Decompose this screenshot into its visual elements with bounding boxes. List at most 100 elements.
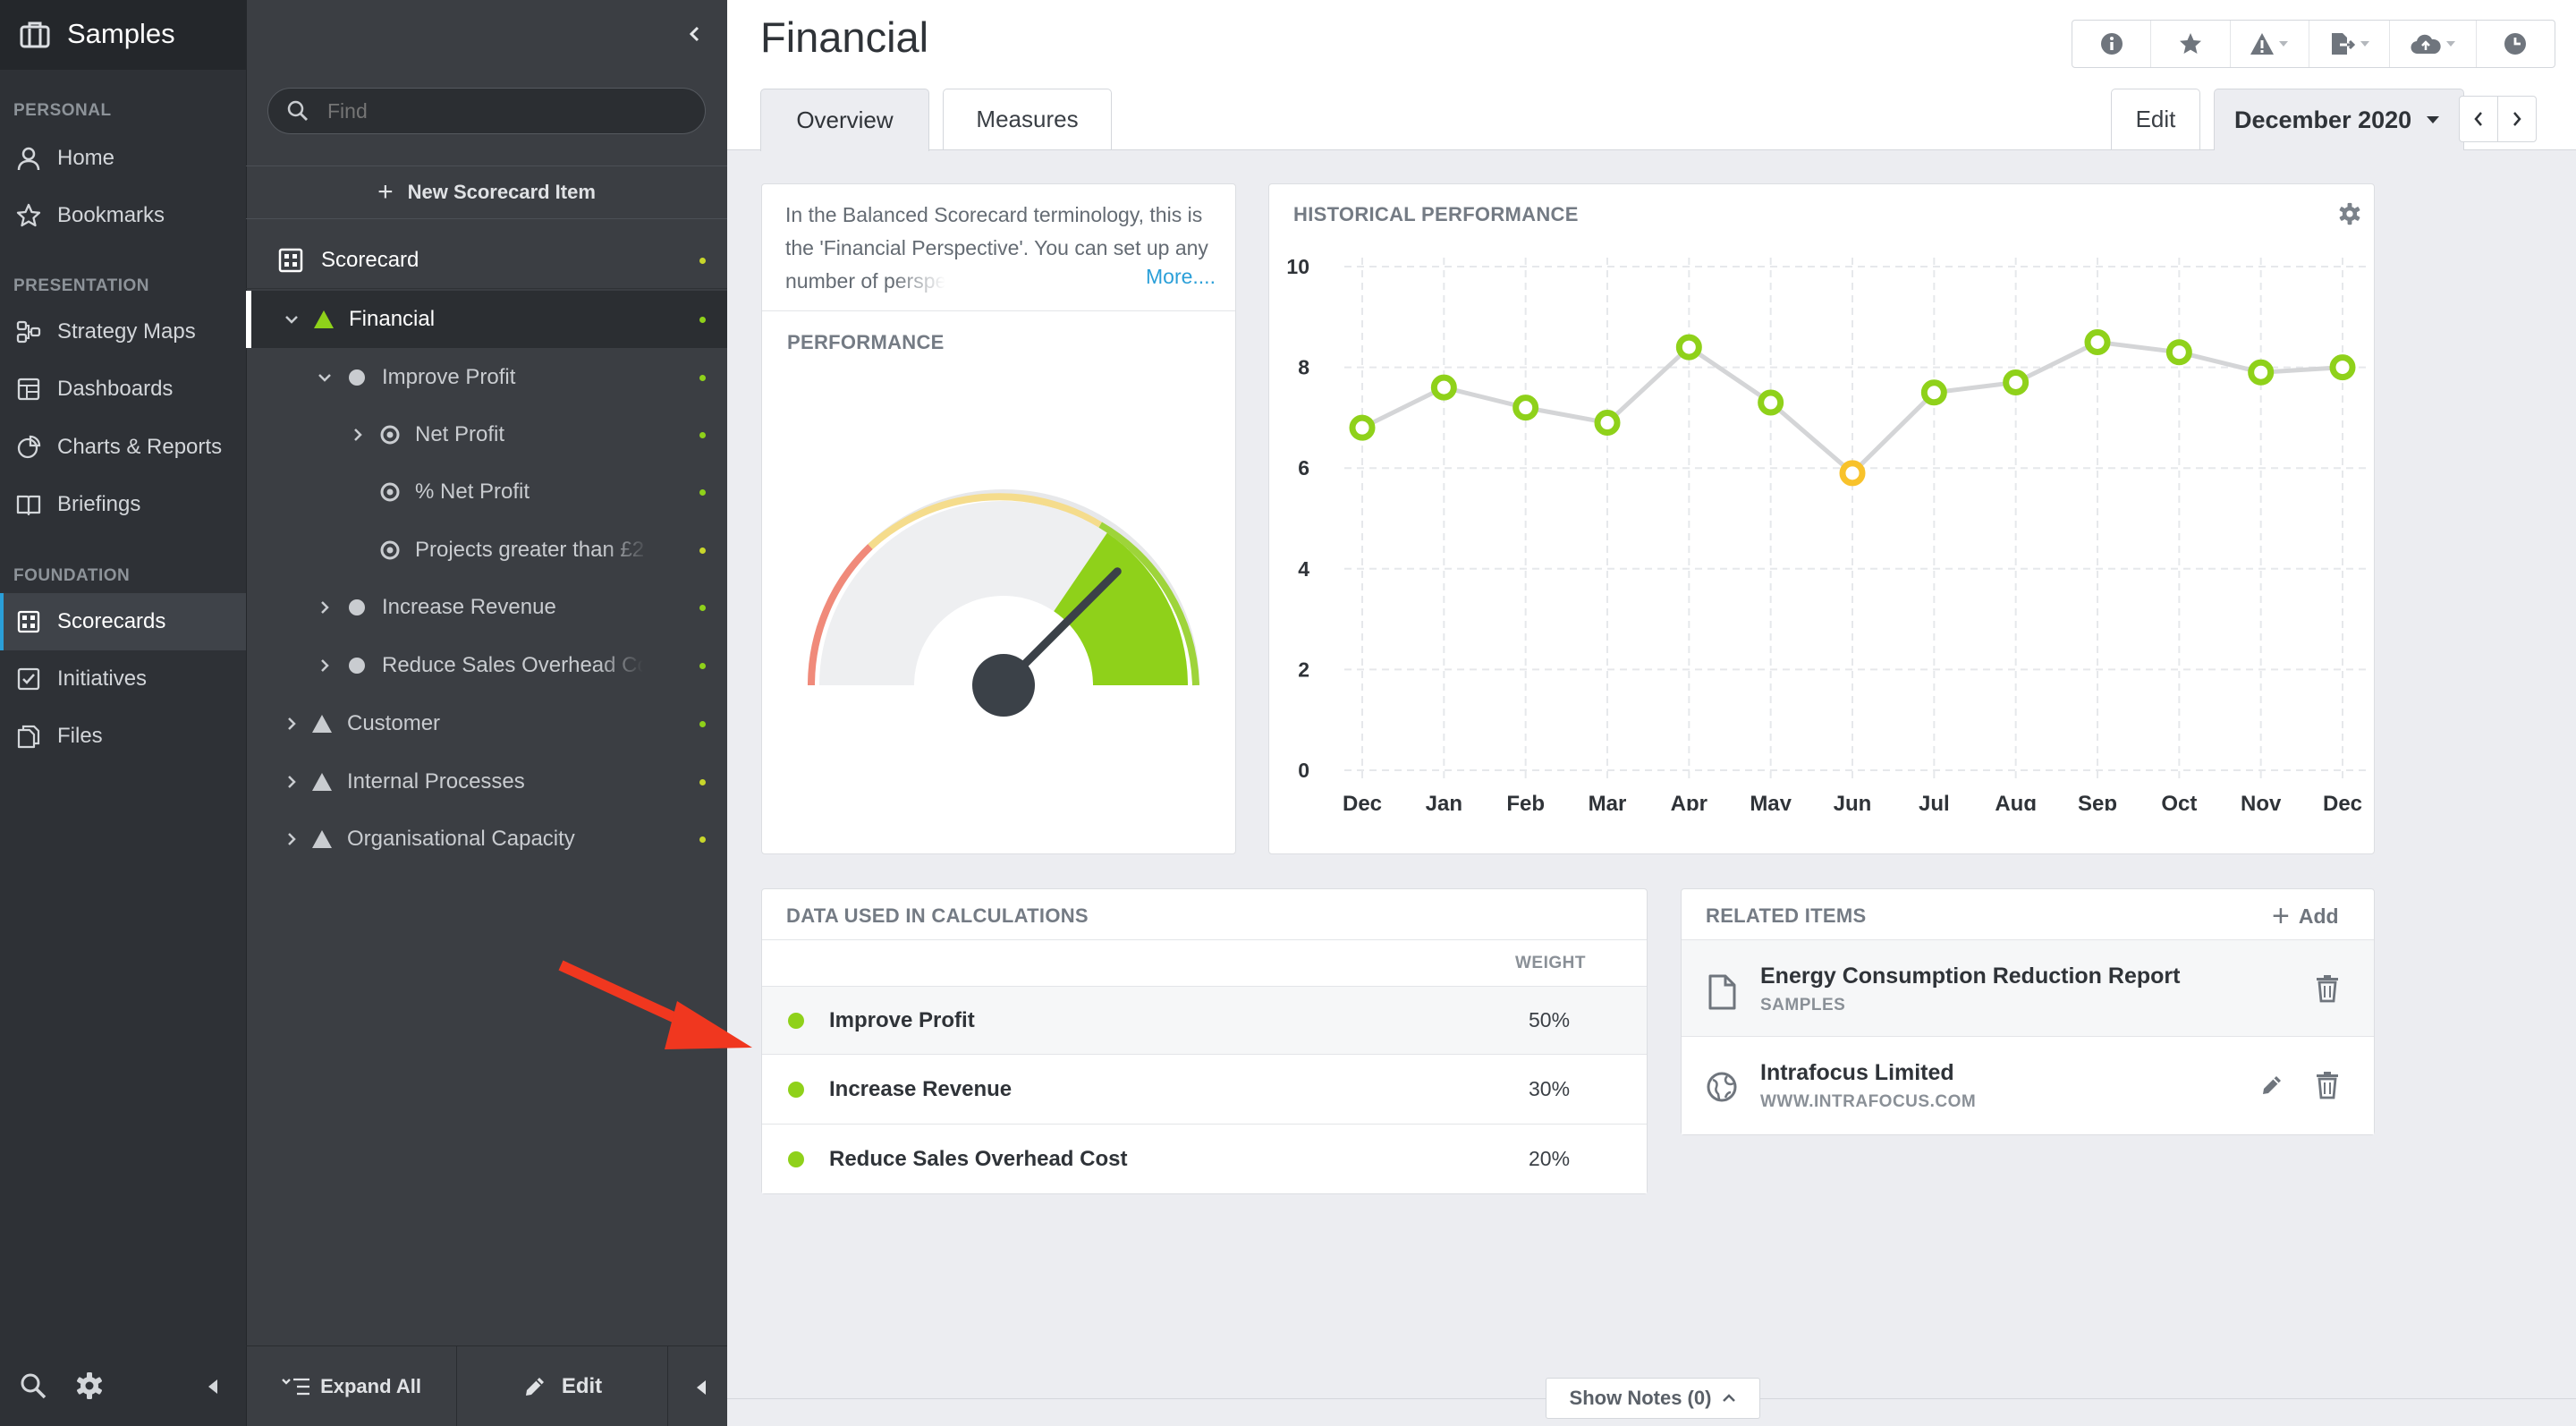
measure-icon xyxy=(379,424,401,446)
status-dot xyxy=(788,1012,804,1029)
edit-button[interactable]: Edit xyxy=(2111,89,2200,149)
plus-icon: + xyxy=(2272,898,2290,933)
historical-chart: 0246810Dec2019Jan2020Feb2020Mar2020Apr20… xyxy=(1286,255,2369,811)
chevron-right-icon xyxy=(286,775,297,789)
tree-row-internal-processes[interactable]: Internal Processes xyxy=(246,753,727,811)
search-icon xyxy=(286,99,309,123)
x-tick-month: Jan xyxy=(1426,792,1462,811)
alerts-button[interactable] xyxy=(2231,21,2310,67)
search-input[interactable] xyxy=(326,98,669,124)
tree-row-label: Customer xyxy=(347,711,441,735)
next-period-button[interactable] xyxy=(2497,96,2537,142)
nav-item-scorecards[interactable]: Scorecards xyxy=(0,593,246,650)
tab-overview[interactable]: Overview xyxy=(760,89,929,151)
data-point xyxy=(1349,414,1376,441)
related-items-card: RELATED ITEMS + Add Energy Consumption R… xyxy=(1681,888,2375,1135)
y-tick-label: 0 xyxy=(1298,759,1309,782)
expand-tree-icon xyxy=(281,1376,311,1397)
tree-row-net-profit[interactable]: Net Profit xyxy=(246,406,727,463)
chevron-right-icon xyxy=(352,428,363,442)
nav-item-strategy-maps[interactable]: Strategy Maps xyxy=(0,315,246,349)
chevron-right-icon xyxy=(286,832,297,846)
workspace-title[interactable]: Samples xyxy=(67,18,175,49)
nav-item-briefings[interactable]: Briefings xyxy=(0,488,246,522)
collapse-sidebar-icon[interactable] xyxy=(688,25,700,43)
history-button[interactable] xyxy=(2477,21,2555,67)
warning-icon xyxy=(2250,32,2275,55)
new-scorecard-item-button[interactable]: + New Scorecard Item xyxy=(246,166,727,219)
gear-icon[interactable] xyxy=(2338,202,2361,225)
tree-row-increase-revenue[interactable]: Increase Revenue xyxy=(246,579,727,636)
collapse-panel-icon[interactable] xyxy=(695,1379,708,1396)
pencil-icon[interactable] xyxy=(2259,1073,2284,1098)
nav-item-dashboards[interactable]: Dashboards xyxy=(0,372,246,406)
tree-row-pct-net-profit[interactable]: % Net Profit xyxy=(246,463,727,521)
nav-item-home[interactable]: Home xyxy=(0,141,246,175)
tree-row-label: Increase Revenue xyxy=(382,595,556,619)
search-box[interactable] xyxy=(267,88,706,134)
tree-row-projects[interactable]: Projects greater than £2 xyxy=(246,522,727,579)
gear-icon[interactable] xyxy=(75,1371,104,1400)
nav-item-files[interactable]: Files xyxy=(0,719,246,753)
bookmark-button[interactable] xyxy=(2151,21,2231,67)
info-button[interactable] xyxy=(2072,21,2152,67)
chevron-right-icon xyxy=(2512,111,2522,127)
more-link[interactable]: More.... xyxy=(1142,265,1216,289)
nav-item-charts-reports[interactable]: Charts & Reports xyxy=(0,430,246,464)
selected-indicator xyxy=(246,291,251,348)
chevron-up-icon xyxy=(1722,1394,1736,1403)
show-notes-button[interactable]: Show Notes (0) xyxy=(1546,1378,1760,1419)
triangle-icon xyxy=(311,772,333,792)
nav-item-initiatives[interactable]: Initiatives xyxy=(0,662,246,696)
related-item-report[interactable]: Energy Consumption Reduction Report SAMP… xyxy=(1682,940,2374,1037)
gauge-outer-yellow xyxy=(868,493,1103,549)
period-selector[interactable]: December 2020 xyxy=(2214,89,2464,150)
tree-row-label: Financial xyxy=(349,307,436,331)
expand-all-button[interactable]: Expand All xyxy=(246,1346,457,1426)
data-row-name: Improve Profit xyxy=(829,1007,975,1032)
nav-item-bookmarks[interactable]: Bookmarks xyxy=(0,199,246,233)
triangle-green-icon xyxy=(313,310,335,329)
annotation-arrow xyxy=(558,960,752,1049)
chevron-down-icon xyxy=(318,372,332,383)
edit-tree-button[interactable]: Edit xyxy=(457,1346,668,1426)
x-tick-month: Mar xyxy=(1589,792,1627,811)
related-item-title[interactable]: Intrafocus Limited xyxy=(1760,1060,1954,1085)
tree-row-financial[interactable]: Financial xyxy=(246,291,727,348)
tree-border xyxy=(246,0,727,1426)
gauge-hub xyxy=(972,654,1035,717)
add-label: Add xyxy=(2298,904,2339,928)
chevron-down-icon xyxy=(284,314,299,325)
tree-row-reduce-sales[interactable]: Reduce Sales Overhead Cost xyxy=(246,637,727,694)
gauge-outer-red xyxy=(808,544,873,686)
historical-title: HISTORICAL PERFORMANCE xyxy=(1293,203,1579,225)
trash-icon[interactable] xyxy=(2315,1071,2340,1099)
user-icon xyxy=(15,145,42,172)
data-point xyxy=(1920,379,1947,406)
book-icon xyxy=(15,491,42,518)
prev-period-button[interactable] xyxy=(2459,96,2498,142)
tree-row-improve-profit[interactable]: Improve Profit xyxy=(246,349,727,406)
tree-row-customer[interactable]: Customer xyxy=(246,695,727,752)
data-row-improve-profit[interactable]: Improve Profit 50% xyxy=(762,987,1647,1055)
export-button[interactable] xyxy=(2309,21,2391,67)
nav-item-label: Dashboards xyxy=(57,377,174,401)
x-tick-month: Apr xyxy=(1671,792,1707,811)
collapse-icon[interactable] xyxy=(206,1378,220,1396)
data-row-increase-revenue[interactable]: Increase Revenue 30% xyxy=(762,1055,1647,1125)
add-related-button[interactable]: + Add xyxy=(2272,898,2339,934)
tab-measures[interactable]: Measures xyxy=(943,89,1112,149)
search-icon[interactable] xyxy=(19,1371,47,1400)
status-dot xyxy=(699,432,706,438)
data-row-name: Increase Revenue xyxy=(829,1076,1013,1101)
tree-row-organisational-capacity[interactable]: Organisational Capacity xyxy=(246,811,727,868)
tree-row-scorecard[interactable]: Scorecard xyxy=(246,232,727,289)
data-row-name: Reduce Sales Overhead Cost xyxy=(829,1146,1128,1171)
cloud-button[interactable] xyxy=(2390,21,2477,67)
trash-icon[interactable] xyxy=(2315,974,2340,1003)
related-item-title[interactable]: Energy Consumption Reduction Report xyxy=(1760,963,2181,989)
data-point xyxy=(2329,354,2356,381)
data-calc-title: DATA USED IN CALCULATIONS xyxy=(786,904,1089,927)
related-item-link[interactable]: Intrafocus Limited WWW.INTRAFOCUS.COM xyxy=(1682,1037,2374,1134)
data-row-reduce-sales[interactable]: Reduce Sales Overhead Cost 20% xyxy=(762,1125,1647,1193)
